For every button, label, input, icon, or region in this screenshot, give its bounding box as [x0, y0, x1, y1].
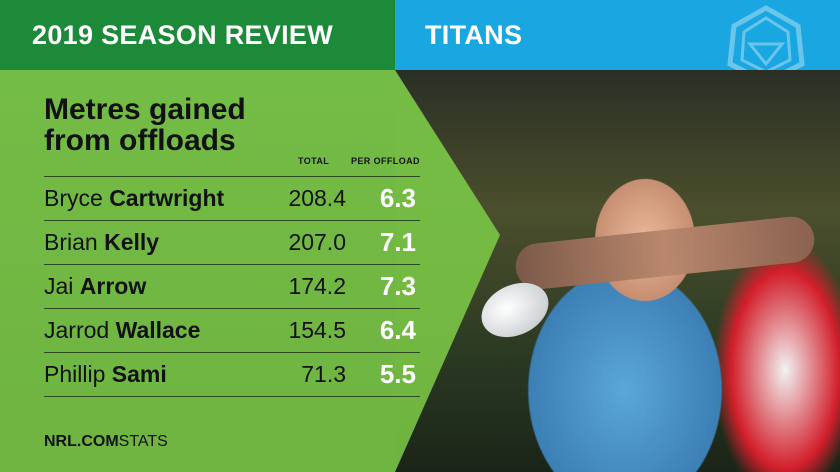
stat-title-line2: from offloads	[44, 124, 236, 157]
total-metres: 207.0	[288, 229, 346, 255]
first-name: Jai	[44, 273, 74, 299]
total-metres: 174.2	[288, 273, 346, 299]
table-row: Jai Arrow 174.2 7.3	[44, 264, 420, 308]
player-name: Brian Kelly	[44, 229, 159, 256]
per-offload: 6.4	[379, 315, 416, 345]
titans-helmet-logo-icon	[727, 5, 805, 70]
player-name: Phillip Sami	[44, 361, 167, 388]
stats-table: Bryce Cartwright 208.4 6.3 Brian Kelly 2…	[44, 176, 420, 397]
player-name: Bryce Cartwright	[44, 185, 224, 212]
per-offload: 6.3	[379, 183, 416, 213]
total-metres: 208.4	[288, 185, 346, 211]
first-name: Brian	[44, 229, 98, 255]
table-row: Brian Kelly 207.0 7.1	[44, 220, 420, 264]
player-name: Jai Arrow	[44, 273, 146, 300]
total-metres: 71.3	[301, 361, 346, 387]
first-name: Phillip	[44, 361, 106, 387]
total-metres: 154.5	[288, 317, 346, 343]
table-row: Jarrod Wallace 154.5 6.4	[44, 308, 420, 352]
team-name: TITANS	[425, 19, 523, 50]
per-offload: 5.5	[379, 359, 416, 389]
table-row: Phillip Sami 71.3 5.5	[44, 352, 420, 397]
first-name: Bryce	[44, 185, 103, 211]
season-header: 2019 SEASON REVIEW	[0, 0, 395, 70]
footer-suffix: STATS	[118, 433, 168, 450]
stats-panel	[0, 70, 500, 472]
surname: Sami	[111, 361, 167, 387]
tattooed-arm	[513, 214, 817, 292]
column-header-total: TOTAL	[298, 156, 330, 166]
per-offload: 7.3	[379, 271, 416, 301]
footer-brand: NRL.COM	[44, 433, 119, 450]
player-name: Jarrod Wallace	[44, 317, 200, 344]
stat-title-line1: Metres gained	[44, 93, 246, 126]
team-header: TITANS	[395, 0, 840, 70]
column-header-per-offload: PER OFFLOAD	[351, 156, 420, 166]
surname: Wallace	[115, 317, 201, 343]
surname: Arrow	[79, 273, 147, 299]
surname: Kelly	[104, 229, 160, 255]
season-title: 2019 SEASON REVIEW	[32, 19, 334, 50]
surname: Cartwright	[109, 185, 225, 211]
first-name: Jarrod	[44, 317, 110, 343]
per-offload: 7.1	[379, 227, 416, 257]
nrl-stats-logo: NRL.COM STATS	[44, 433, 168, 451]
stat-title: Metres gained from offloads	[44, 94, 304, 156]
table-row: Bryce Cartwright 208.4 6.3	[44, 176, 420, 220]
